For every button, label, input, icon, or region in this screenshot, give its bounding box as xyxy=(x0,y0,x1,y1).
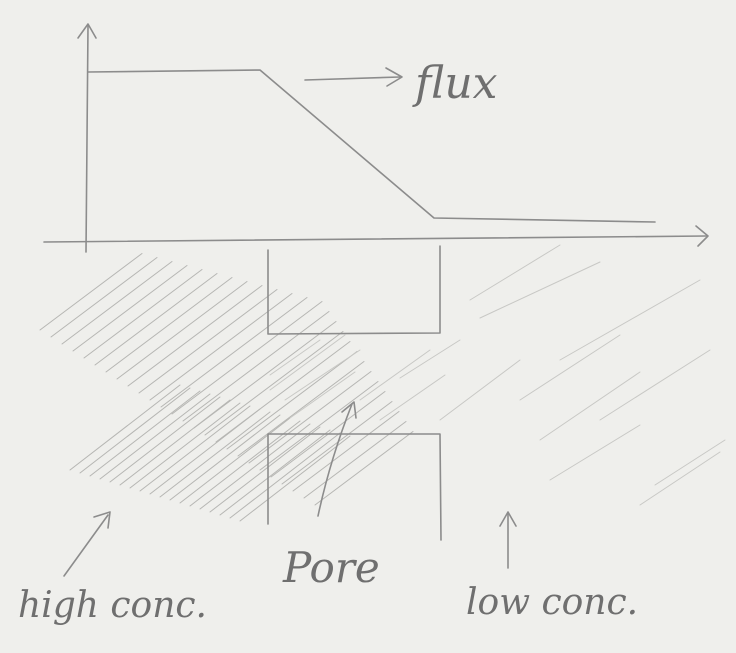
hatch-stroke xyxy=(549,424,641,481)
low-conc-pointer-arrow xyxy=(499,511,517,569)
hatch-stroke xyxy=(209,426,321,513)
high-concentration-hatching xyxy=(39,253,414,522)
hatch-stroke xyxy=(248,371,372,464)
hatch-stroke xyxy=(159,411,271,498)
hatch-stroke xyxy=(99,393,211,480)
hatch-stroke xyxy=(109,396,221,483)
concentration-profile-line xyxy=(87,69,656,223)
hatch-stroke xyxy=(79,387,191,474)
hatch-stroke xyxy=(219,429,331,516)
hatch-stroke xyxy=(89,390,201,477)
hatch-stroke xyxy=(179,417,291,504)
hatch-stroke xyxy=(379,374,446,421)
hatch-stroke xyxy=(127,285,263,387)
hatch-stroke xyxy=(171,301,323,415)
hatch-stroke xyxy=(281,401,393,485)
hatch-stroke xyxy=(61,261,173,345)
hatch-stroke xyxy=(654,439,726,486)
hatch-stroke xyxy=(289,371,356,419)
hatch-stroke xyxy=(94,273,218,366)
hatch-stroke xyxy=(116,281,248,380)
hatch-stroke xyxy=(83,269,203,359)
hatch-stroke xyxy=(72,265,188,352)
low-concentration-label: low conc. xyxy=(466,582,639,623)
flux-label: flux xyxy=(415,58,498,109)
hatch-stroke xyxy=(160,297,308,408)
hatch-stroke xyxy=(259,381,379,471)
hatch-stroke xyxy=(639,451,721,506)
pore-upper-wall xyxy=(267,245,441,335)
hatch-stroke xyxy=(599,349,711,421)
hatch-stroke xyxy=(559,279,701,361)
hatch-stroke xyxy=(149,293,293,401)
pore-lower-wall xyxy=(267,433,442,541)
hatch-stroke xyxy=(149,408,261,495)
hatch-stroke xyxy=(226,351,358,450)
hatch-stroke xyxy=(189,420,301,507)
hatch-stroke xyxy=(69,384,181,471)
hatch-stroke xyxy=(182,311,330,422)
hatch-stroke xyxy=(359,349,431,401)
hatch-stroke xyxy=(169,414,281,501)
hatch-stroke xyxy=(239,435,351,522)
hatch-stroke xyxy=(193,321,337,429)
y-axis xyxy=(77,23,97,253)
hatch-stroke xyxy=(439,359,521,421)
hatch-stroke xyxy=(292,411,400,492)
hatch-stroke xyxy=(105,277,233,373)
hatch-stroke xyxy=(284,349,361,401)
high-conc-pointer-arrow xyxy=(63,511,111,577)
pore-pointer-arrow xyxy=(317,401,357,517)
hatch-stroke xyxy=(138,289,278,394)
hatch-stroke xyxy=(204,331,344,436)
x-axis xyxy=(43,225,709,247)
hatch-stroke xyxy=(399,339,461,379)
flux-arrow xyxy=(304,67,403,87)
hatch-stroke xyxy=(119,399,231,486)
hatch-stroke xyxy=(50,257,158,338)
pore-label: Pore xyxy=(283,543,380,592)
hatch-stroke xyxy=(519,334,621,401)
hatch-stroke xyxy=(269,334,346,391)
hatch-stroke xyxy=(469,244,561,301)
hatch-stroke xyxy=(269,339,321,376)
hatch-stroke xyxy=(237,361,365,457)
hatch-stroke xyxy=(139,405,251,492)
hatch-stroke xyxy=(39,253,143,331)
hatch-stroke xyxy=(314,431,414,506)
hatch-stroke xyxy=(479,261,601,319)
high-concentration-label: high conc. xyxy=(18,585,207,626)
hatch-stroke xyxy=(229,432,341,519)
hatch-stroke xyxy=(199,423,311,510)
hatch-stroke xyxy=(539,371,641,441)
hatch-stroke xyxy=(129,402,241,489)
low-concentration-hatching xyxy=(269,244,726,506)
